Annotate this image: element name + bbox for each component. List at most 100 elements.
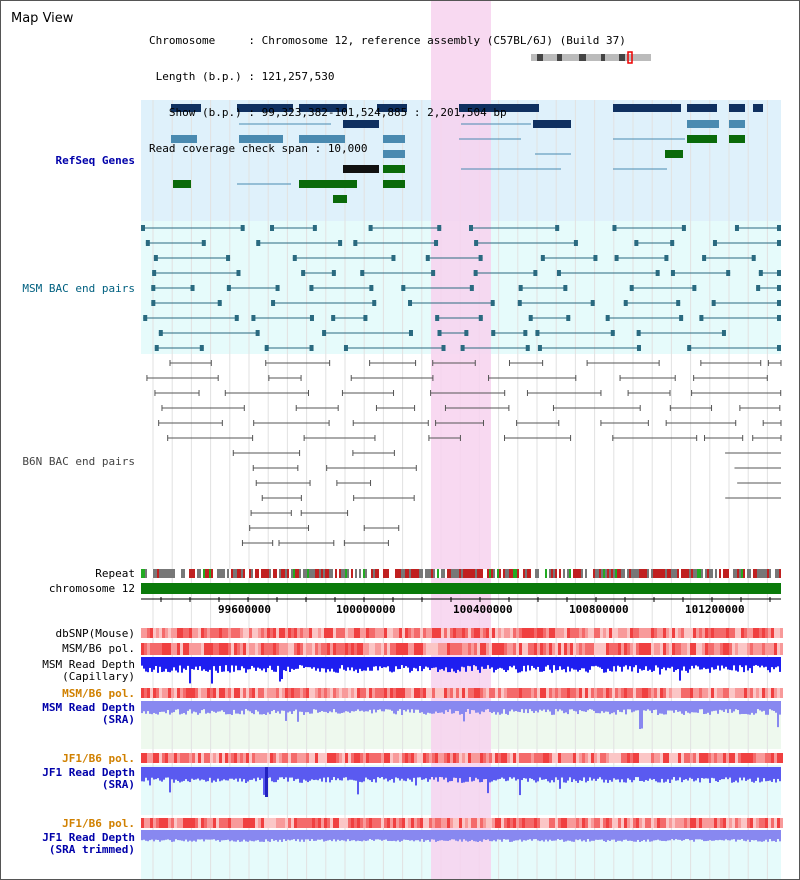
msm-depth-sra-bar [309, 701, 311, 714]
dbsnp-heat [738, 628, 741, 638]
track-label-msm-b6-pol-sra[interactable]: MSM/B6 pol. [62, 687, 135, 700]
msm-b6-pol-sra-heat [423, 688, 426, 698]
repeat-element [763, 569, 765, 578]
jf1-depth-bar [165, 767, 167, 778]
jf1-b6-pol-trim-heat [249, 818, 252, 828]
msm-b6-pol-heat [327, 643, 330, 655]
refseq-gene [343, 165, 379, 173]
jf1-depth-bar [177, 767, 179, 781]
jf1-depth-bar [179, 767, 181, 783]
track-label-dbsnp[interactable]: dbSNP(Mouse) [55, 627, 135, 640]
track-label-msm-depth-sra[interactable]: MSM Read Depth (SRA) [3, 702, 135, 726]
repeat-element [309, 569, 311, 578]
jf1-depth-trim-bar [427, 830, 429, 840]
msm-depth-capillary-bar [261, 657, 263, 671]
msm-b6-pol-sra-heat [297, 688, 300, 698]
jf1-depth-trim-bar [567, 830, 569, 841]
jf1-depth-trim-bar [329, 830, 331, 840]
jf1-depth-line1: JF1 Read Depth [42, 766, 135, 779]
msm-depth-sra-bar [183, 701, 185, 714]
repeat-element [389, 569, 391, 578]
track-label-msm-b6-pol[interactable]: MSM/B6 pol. [62, 642, 135, 655]
jf1-depth-trim-bar [403, 830, 405, 840]
jf1-depth-trim-bar [657, 830, 659, 840]
msm-depth-capillary-bar [589, 657, 591, 670]
jf1-b6-pol-heat [765, 753, 768, 763]
jf1-depth-bar [433, 767, 435, 780]
jf1-depth-trim-bar [431, 830, 433, 840]
msm-depth-capillary-bar [473, 657, 475, 666]
repeat-element [283, 569, 285, 578]
track-label-jf1-depth-trimmed[interactable]: JF1 Read Depth (SRA trimmed) [3, 832, 135, 856]
jf1-depth-bar [441, 767, 443, 778]
msm-depth-sra-bar [505, 701, 507, 714]
jf1-depth-bar [657, 767, 659, 783]
msm-bac-end [634, 240, 639, 246]
jf1-depth-trim-bar [501, 830, 503, 842]
msm-b6-pol-heat [234, 643, 237, 655]
jf1-b6-pol-trim-heat [708, 818, 711, 828]
jf1-b6-pol-trim-heat [390, 818, 393, 828]
msm-depth-capillary-bar [249, 657, 251, 670]
msm-b6-pol-heat [648, 643, 651, 655]
jf1-b6-pol-heat [159, 753, 162, 763]
jf1-depth-trim-bar [655, 830, 657, 841]
jf1-depth-trim-bar [503, 830, 505, 840]
track-label-chromosome[interactable]: chromosome 12 [48, 582, 135, 595]
dbsnp-heat [264, 628, 267, 638]
msm-depth-capillary-bar [225, 657, 227, 666]
msm-bac-end [435, 315, 440, 321]
msm-b6-pol-heat [219, 643, 222, 655]
msm-b6-pol-sra-heat [330, 688, 333, 698]
msm-b6-pol-sra-heat [426, 688, 429, 698]
msm-bac-end [431, 270, 436, 276]
repeat-element [767, 569, 769, 578]
msm-depth-capillary-bar [619, 657, 621, 667]
jf1-depth-trim-bar [221, 830, 223, 841]
track-label-b6n-bac[interactable]: B6N BAC end pairs [22, 455, 135, 468]
msm-bac-end [518, 285, 523, 291]
track-label-jf1-depth[interactable]: JF1 Read Depth (SRA) [3, 767, 135, 791]
dbsnp-heat [489, 628, 492, 638]
msm-b6-pol-heat [780, 643, 783, 655]
msm-bac-end [702, 255, 707, 261]
repeat-element [729, 569, 731, 578]
msm-depth-sra-bar [327, 701, 329, 714]
repeat-element [383, 569, 385, 578]
track-label-refseq-genes[interactable]: RefSeq Genes [55, 154, 135, 167]
jf1-depth-bar [245, 767, 247, 783]
msm-b6-pol-heat [270, 643, 273, 655]
dbsnp-heat [537, 628, 540, 638]
msm-b6-pol-sra-heat [294, 688, 297, 698]
track-label-repeat[interactable]: Repeat [95, 567, 135, 580]
jf1-depth-trim-bar [741, 830, 743, 840]
msm-b6-pol-sra-heat [591, 688, 594, 698]
axis-tick-label: 100800000 [569, 603, 629, 616]
track-label-jf1-b6-pol-trimmed[interactable]: JF1/B6 pol. [62, 817, 135, 830]
msm-depth-sra-bar [485, 701, 487, 710]
track-label-msm-depth-capillary[interactable]: MSM Read Depth (Capillary) [3, 659, 135, 683]
msm-b6-pol-heat [312, 643, 315, 655]
msm-depth-sra-bar [673, 701, 675, 713]
jf1-b6-pol-trim-heat [432, 818, 435, 828]
track-label-msm-bac[interactable]: MSM BAC end pairs [22, 282, 135, 295]
dbsnp-heat [453, 628, 456, 638]
jf1-depth-trim-bar [453, 830, 455, 840]
jf1-depth-bar [633, 767, 635, 781]
jf1-depth-bar [553, 767, 555, 783]
msm-depth-capillary-bar [279, 657, 281, 682]
msm-b6-pol-sra-heat [741, 688, 744, 698]
msm-depth-sra-bar [695, 701, 697, 713]
jf1-b6-pol-heat [747, 753, 750, 763]
msm-bac-end [537, 345, 542, 351]
jf1-depth-trim-bar [235, 830, 237, 842]
msm-depth-sra-bar [363, 701, 365, 712]
track-label-jf1-b6-pol[interactable]: JF1/B6 pol. [62, 752, 135, 765]
repeat-element [189, 569, 191, 578]
jf1-b6-pol-heat [615, 753, 618, 763]
msm-depth-capillary-bar [387, 657, 389, 667]
jf1-depth-bar [323, 767, 325, 778]
jf1-depth-bar [759, 767, 761, 783]
msm-depth-sra-bar [753, 701, 755, 715]
